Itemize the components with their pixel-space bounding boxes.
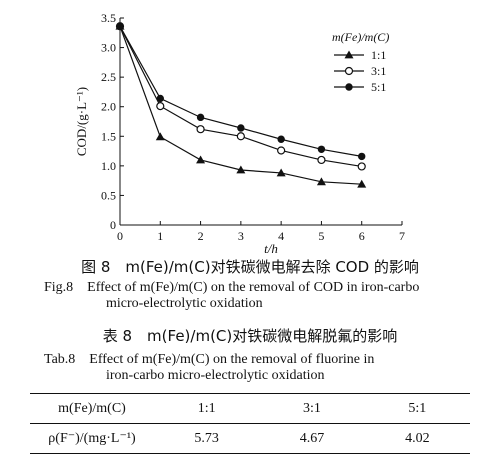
x-tick-label: 4: [278, 229, 284, 243]
figure-caption-en-line2: micro-electrolytic oxidation: [106, 296, 263, 311]
legend-label: 1:1: [371, 48, 386, 62]
table-caption-en-line1: Tab.8 Effect of m(Fe)/m(C) on the remova…: [44, 352, 375, 367]
y-tick-label: 1.0: [101, 159, 116, 173]
figure-caption-en: Fig.8 Effect of m(Fe)/m(C) on the remova…: [44, 280, 484, 312]
data-point: [317, 145, 326, 153]
x-tick-label: 0: [117, 229, 123, 243]
data-point: [237, 124, 245, 132]
x-tick-label: 6: [359, 229, 365, 243]
legend-label: 5:1: [371, 80, 386, 94]
figure-caption-zh: 图 8 m(Fe)/m(C)对铁碳微电解去除 COD 的影响: [81, 258, 419, 276]
legend-marker: [344, 50, 354, 59]
y-tick-label: 3.5: [101, 11, 116, 25]
y-tick-label: 2.0: [101, 100, 116, 114]
data-point: [155, 132, 165, 141]
table-header-row: m(Fe)/m(C) 1:1 3:1 5:1: [30, 393, 470, 424]
table-caption-en-line2: iron-carbo micro-electrolytic oxidation: [106, 368, 325, 383]
cod-line-chart: 0 1 2 3 4 5 6 7 0 0.5 1.0 1.5 2.0 2.5 3.0 3.5 t/h COD/(g·…: [74, 11, 405, 256]
x-axis-label: t/h: [264, 241, 278, 256]
legend-marker: [344, 66, 354, 76]
series-line: [119, 26, 362, 168]
legend-title: m(Fe)/m(C): [332, 30, 389, 44]
y-tick-label: 1.5: [101, 129, 116, 143]
x-tick-label: 3: [238, 229, 244, 243]
header-cell-3-1: 3:1: [259, 393, 365, 424]
data-point: [156, 102, 165, 111]
legend-label: 3:1: [371, 64, 386, 78]
data-point: [276, 168, 286, 177]
figure-caption-en-line1: Fig.8 Effect of m(Fe)/m(C) on the remova…: [44, 280, 420, 295]
x-tick-label: 2: [198, 229, 204, 243]
data-point: [357, 162, 366, 171]
data-point: [196, 155, 206, 164]
data-point: [236, 132, 245, 141]
data-point: [357, 179, 367, 188]
fluorine-removal-table: m(Fe)/m(C) 1:1 3:1 5:1 ρ(F⁻)/(mg·L⁻¹) 5.…: [30, 393, 470, 454]
table-caption-en: Tab.8 Effect of m(Fe)/m(C) on the remova…: [44, 352, 484, 384]
cell-fluoride-3-1: 4.67: [259, 423, 365, 454]
legend-marker: [345, 83, 353, 91]
y-axis-label: COD/(g·L⁻¹): [74, 87, 89, 156]
cell-fluoride-1-1: 5.73: [154, 423, 260, 454]
x-tick-label: 5: [318, 229, 324, 243]
y-tick-label: 0.5: [101, 188, 116, 202]
series-1-1: [115, 21, 367, 188]
data-point: [277, 135, 285, 143]
data-point: [196, 113, 205, 122]
y-tick-label: 3.0: [101, 41, 116, 55]
header-cell-1-1: 1:1: [154, 393, 260, 424]
data-point: [156, 94, 164, 103]
x-tick-label: 7: [399, 229, 405, 243]
legend: m(Fe)/m(C) 1:1 3:1 5:1: [332, 30, 389, 94]
data-point: [236, 165, 246, 174]
data-point: [316, 177, 326, 186]
data-point: [116, 22, 124, 30]
cell-fluoride-5-1: 4.02: [364, 423, 470, 454]
series-3-1: [115, 22, 366, 171]
series-5-1: [116, 22, 366, 161]
row-label-fluoride: ρ(F⁻)/(mg·L⁻¹): [30, 423, 154, 454]
data-point: [317, 155, 326, 165]
table-caption-zh: 表 8 m(Fe)/m(C)对铁碳微电解脱氟的影响: [102, 327, 398, 345]
data-point: [196, 125, 205, 134]
y-tick-label: 2.5: [101, 70, 116, 84]
data-point: [277, 146, 286, 155]
x-tick-label: 1: [157, 229, 163, 243]
y-tick-label: 0: [110, 218, 116, 232]
header-cell-5-1: 5:1: [364, 393, 470, 424]
header-cell-ratio: m(Fe)/m(C): [30, 393, 154, 424]
table-data-row: ρ(F⁻)/(mg·L⁻¹) 5.73 4.67 4.02: [30, 423, 470, 454]
data-point: [358, 152, 366, 161]
